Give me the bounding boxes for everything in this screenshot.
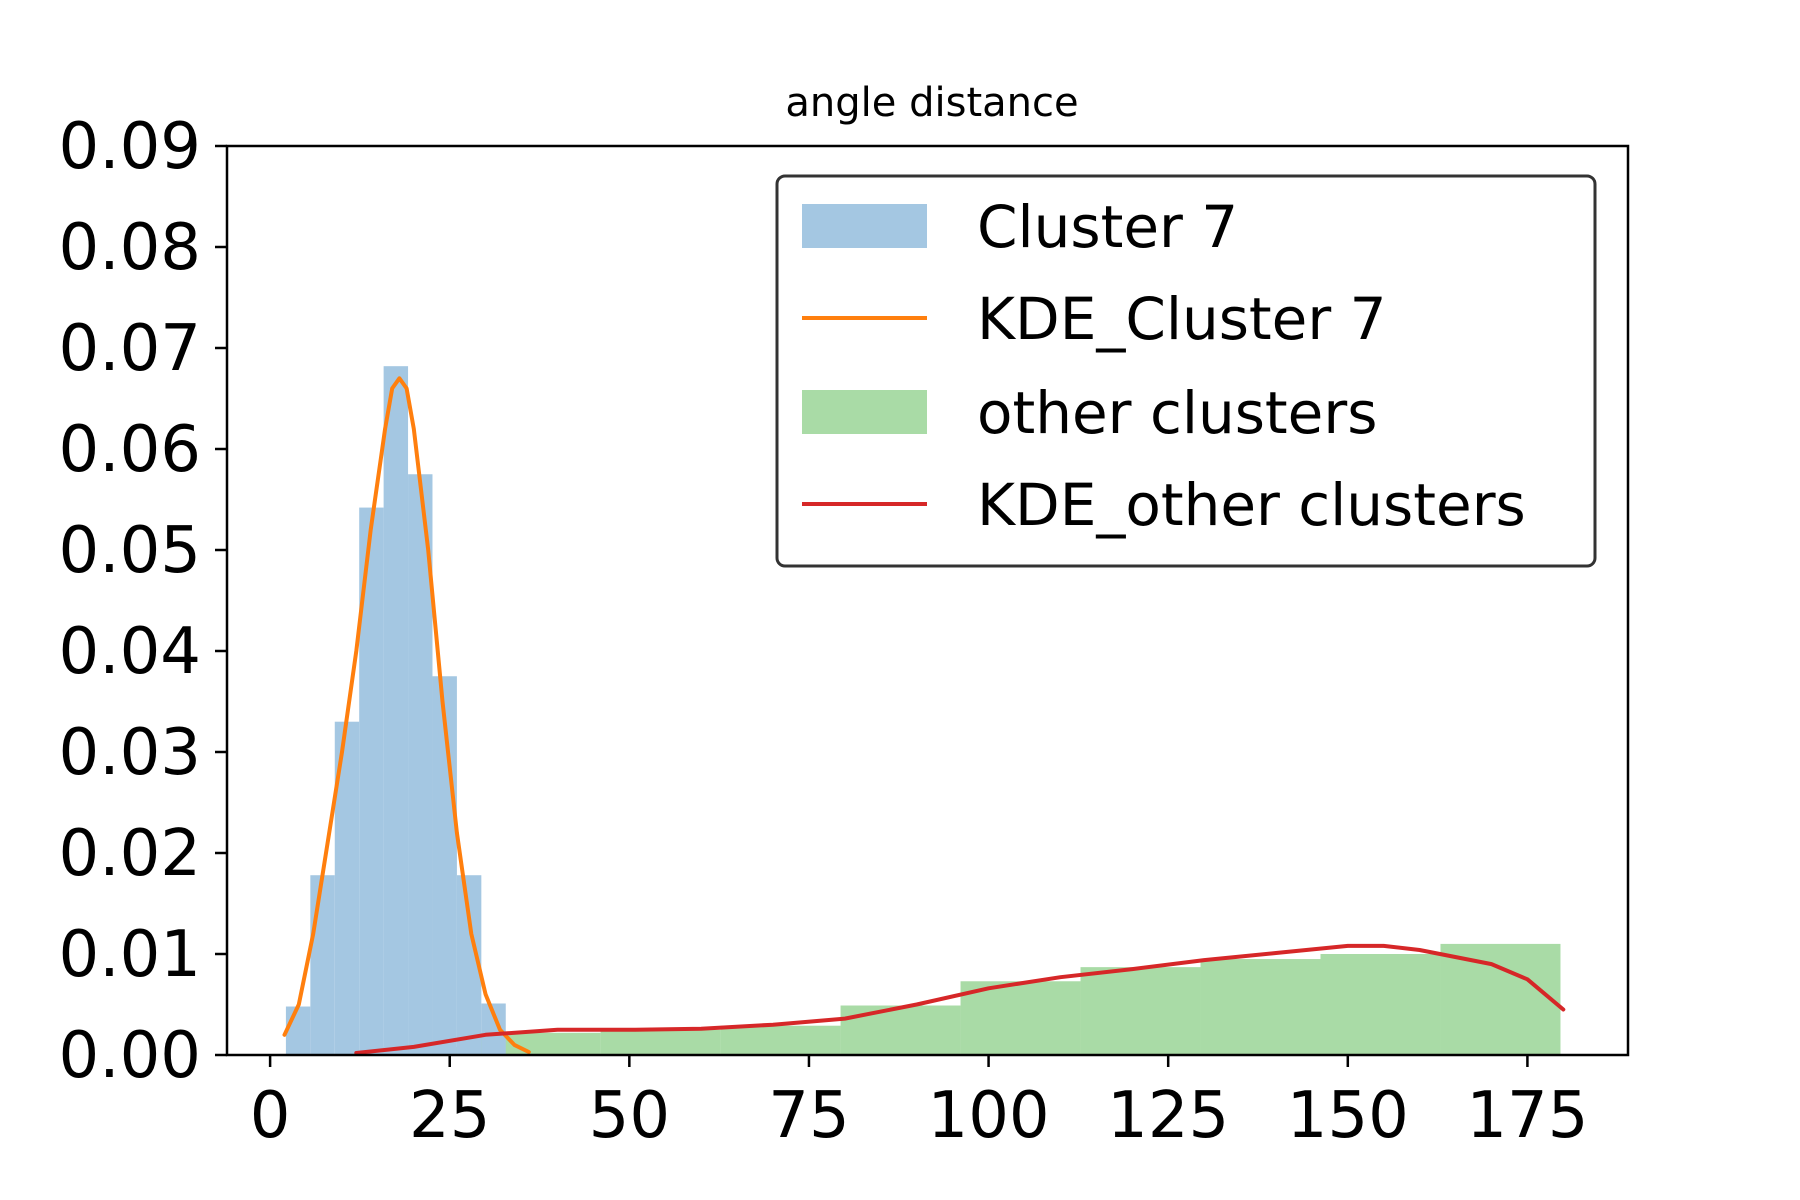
y-tick-label: 0.02 (59, 817, 202, 891)
legend-box (775, 174, 1597, 568)
chart-title: angle distance (785, 80, 1078, 126)
kde-line-series-1 (282, 376, 531, 1054)
y-tick-label: 0.05 (59, 514, 202, 588)
y-tick-label: 0.07 (59, 312, 202, 386)
legend-swatch-0 (802, 204, 927, 248)
kde-line-series-3 (354, 943, 1566, 1055)
legend-label-0: Cluster 7 (977, 193, 1238, 261)
bar-series-2-bin-5 (960, 981, 1081, 1055)
y-tick-label: 0.00 (59, 1019, 202, 1093)
bar-series-2-bin-7 (1200, 959, 1321, 1055)
y-tick-label: 0.03 (59, 716, 202, 790)
bar-series-0-bin-1 (310, 875, 335, 1055)
legend: Cluster 7 KDE_Cluster 7 other clusters KDE_… (775, 174, 1597, 568)
bar-series-2-bin-4 (840, 1005, 961, 1055)
bar-series-2-bin-6 (1080, 967, 1201, 1055)
bar-series-2-bin-3 (720, 1025, 841, 1055)
bar-series-2-bin-2 (600, 1029, 721, 1055)
axes: 0 25 50 75 100 125 150 175 0.00 0.01 0.02 0.03 0.04 0… (59, 110, 1630, 1153)
x-tick-label: 175 (1466, 1079, 1588, 1153)
x-tick-label: 50 (589, 1079, 670, 1153)
bar-series-0-bin-0 (285, 1006, 311, 1055)
plot-frame (225, 144, 1630, 1057)
y-tick-label: 0.01 (59, 918, 202, 992)
y-tick-label: 0.06 (59, 413, 202, 487)
x-tick-label: 0 (250, 1079, 291, 1153)
x-tick-label: 25 (409, 1079, 490, 1153)
x-tick-label: 150 (1287, 1079, 1409, 1153)
bar-series-2-bin-9 (1440, 943, 1561, 1055)
y-tick-label: 0.04 (59, 615, 202, 689)
x-tick-label: 100 (927, 1079, 1049, 1153)
legend-swatch-2 (802, 390, 927, 434)
histogram-bars (285, 366, 1561, 1056)
x-tick-label: 125 (1107, 1079, 1229, 1153)
x-tick-label: 75 (768, 1079, 849, 1153)
legend-label-3: KDE_other clusters (977, 471, 1526, 539)
legend-label-2: other clusters (977, 379, 1377, 447)
legend-label-1: KDE_Cluster 7 (977, 285, 1387, 353)
y-tick-label: 0.09 (59, 110, 202, 184)
bar-series-2-bin-8 (1320, 954, 1441, 1055)
y-tick-label: 0.08 (59, 211, 202, 285)
kde-lines (282, 376, 1566, 1055)
bar-series-0-bin-4 (383, 366, 409, 1055)
